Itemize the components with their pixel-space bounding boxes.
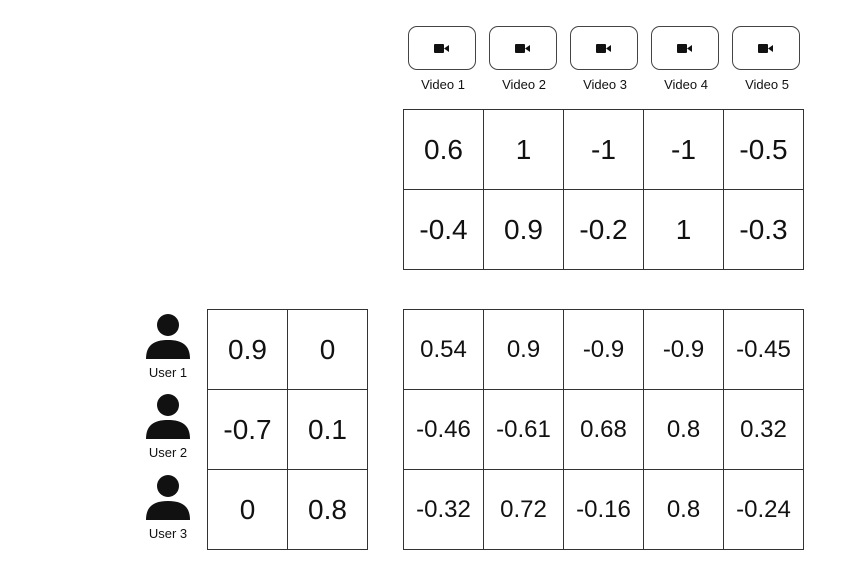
prediction-cell: -0.46	[403, 389, 484, 470]
video-matrix-cell: -0.4	[403, 189, 484, 270]
prediction-cell: 0.8	[643, 389, 724, 470]
user-matrix-cell: 0.8	[287, 469, 368, 550]
prediction-cell: 0.32	[723, 389, 804, 470]
video-camera-icon	[515, 43, 530, 53]
video-matrix-cell: -0.2	[563, 189, 644, 270]
user-2: User 2	[138, 393, 198, 460]
user-1: User 1	[138, 313, 198, 380]
video-matrix-cell: -1	[563, 109, 644, 190]
video-card: Video 1	[408, 26, 478, 92]
matrix-row: 0.6 1 -1 -1 -0.5	[403, 109, 804, 190]
video-camera-icon	[758, 43, 773, 53]
video-thumbnail	[732, 26, 800, 70]
video-matrix-cell: 1	[483, 109, 564, 190]
user-embedding-matrix: 0.9 0 -0.7 0.1 0 0.8	[207, 309, 368, 550]
user-label: User 3	[148, 526, 188, 541]
prediction-cell: -0.24	[723, 469, 804, 550]
user-matrix-cell: 0.1	[287, 389, 368, 470]
user-3: User 3	[138, 474, 198, 541]
user-icon	[146, 394, 190, 439]
user-matrix-cell: 0	[287, 309, 368, 390]
prediction-cell: 0.54	[403, 309, 484, 390]
video-matrix-cell: -0.3	[723, 189, 804, 270]
video-thumbnail	[570, 26, 638, 70]
video-card: Video 4	[651, 26, 721, 92]
user-matrix-cell: 0.9	[207, 309, 288, 390]
matrix-row: -0.32 0.72 -0.16 0.8 -0.24	[403, 469, 804, 550]
prediction-cell: -0.9	[563, 309, 644, 390]
video-camera-icon	[596, 43, 611, 53]
user-icon	[146, 475, 190, 520]
prediction-cell: 0.72	[483, 469, 564, 550]
matrix-row: -0.4 0.9 -0.2 1 -0.3	[403, 189, 804, 270]
prediction-cell: -0.32	[403, 469, 484, 550]
video-thumbnail	[489, 26, 557, 70]
video-label: Video 5	[745, 77, 789, 92]
video-matrix-cell: 0.9	[483, 189, 564, 270]
video-label: Video 1	[421, 77, 465, 92]
video-embedding-matrix: 0.6 1 -1 -1 -0.5 -0.4 0.9 -0.2 1 -0.3	[403, 109, 804, 270]
rating-prediction-matrix: 0.54 0.9 -0.9 -0.9 -0.45 -0.46 -0.61 0.68 0.8 0.3…	[403, 309, 804, 550]
matrix-row: 0.9 0	[207, 309, 368, 390]
prediction-cell: 0.68	[563, 389, 644, 470]
user-label: User 2	[148, 445, 188, 460]
user-icon	[146, 314, 190, 359]
matrix-row: 0 0.8	[207, 469, 368, 550]
video-camera-icon	[434, 43, 449, 53]
prediction-cell: 0.9	[483, 309, 564, 390]
video-label: Video 2	[502, 77, 546, 92]
prediction-cell: -0.16	[563, 469, 644, 550]
user-matrix-cell: -0.7	[207, 389, 288, 470]
prediction-cell: -0.45	[723, 309, 804, 390]
matrix-row: -0.7 0.1	[207, 389, 368, 470]
video-matrix-cell: 1	[643, 189, 724, 270]
video-matrix-cell: 0.6	[403, 109, 484, 190]
prediction-cell: 0.8	[643, 469, 724, 550]
video-card: Video 2	[489, 26, 559, 92]
video-matrix-cell: -1	[643, 109, 724, 190]
video-label: Video 3	[583, 77, 627, 92]
matrix-row: -0.46 -0.61 0.68 0.8 0.32	[403, 389, 804, 470]
video-label: Video 4	[664, 77, 708, 92]
matrix-row: 0.54 0.9 -0.9 -0.9 -0.45	[403, 309, 804, 390]
video-matrix-cell: -0.5	[723, 109, 804, 190]
video-thumbnail	[651, 26, 719, 70]
prediction-cell: -0.9	[643, 309, 724, 390]
video-camera-icon	[677, 43, 692, 53]
prediction-cell: -0.61	[483, 389, 564, 470]
video-thumbnail	[408, 26, 476, 70]
user-label: User 1	[148, 365, 188, 380]
video-card: Video 5	[732, 26, 802, 92]
user-matrix-cell: 0	[207, 469, 288, 550]
video-card: Video 3	[570, 26, 640, 92]
